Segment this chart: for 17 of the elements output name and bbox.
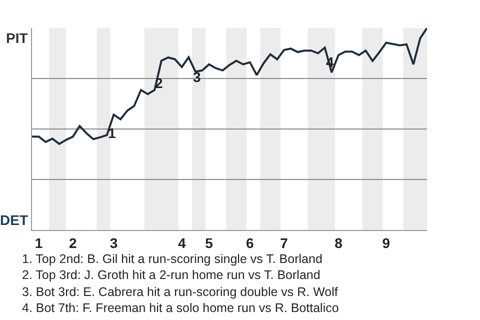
text: PIT: [6, 30, 28, 46]
x-tick-label: 4: [178, 234, 186, 251]
x-tick-label: 2: [68, 234, 77, 251]
text: 2. Top 3rd: J. Groth hit a 2-run home run vs T. Borland: [22, 268, 320, 282]
annotation: 3: [193, 69, 201, 85]
annotation: 1: [108, 125, 116, 141]
x-tick-label: 7: [280, 234, 288, 251]
text: 1. Top 2nd: B. Gil hit a run-scoring single vs T. Borland: [22, 252, 322, 266]
x-tick-label: 5: [205, 234, 214, 251]
x-tick-label: 9: [382, 234, 390, 251]
x-tick-label: 3: [110, 234, 118, 251]
text: DET: [0, 212, 28, 228]
x-tick-label: 8: [334, 234, 343, 251]
x-tick-label: 1: [34, 234, 43, 251]
x-tick-label: 6: [246, 234, 254, 251]
text: 4. Bot 7th: F. Freeman hit a solo home run vs R. Bottalico: [22, 301, 339, 315]
text: 3. Bot 3rd: E. Cabrera hit a run-scoring double vs R. Wolf: [22, 285, 338, 299]
